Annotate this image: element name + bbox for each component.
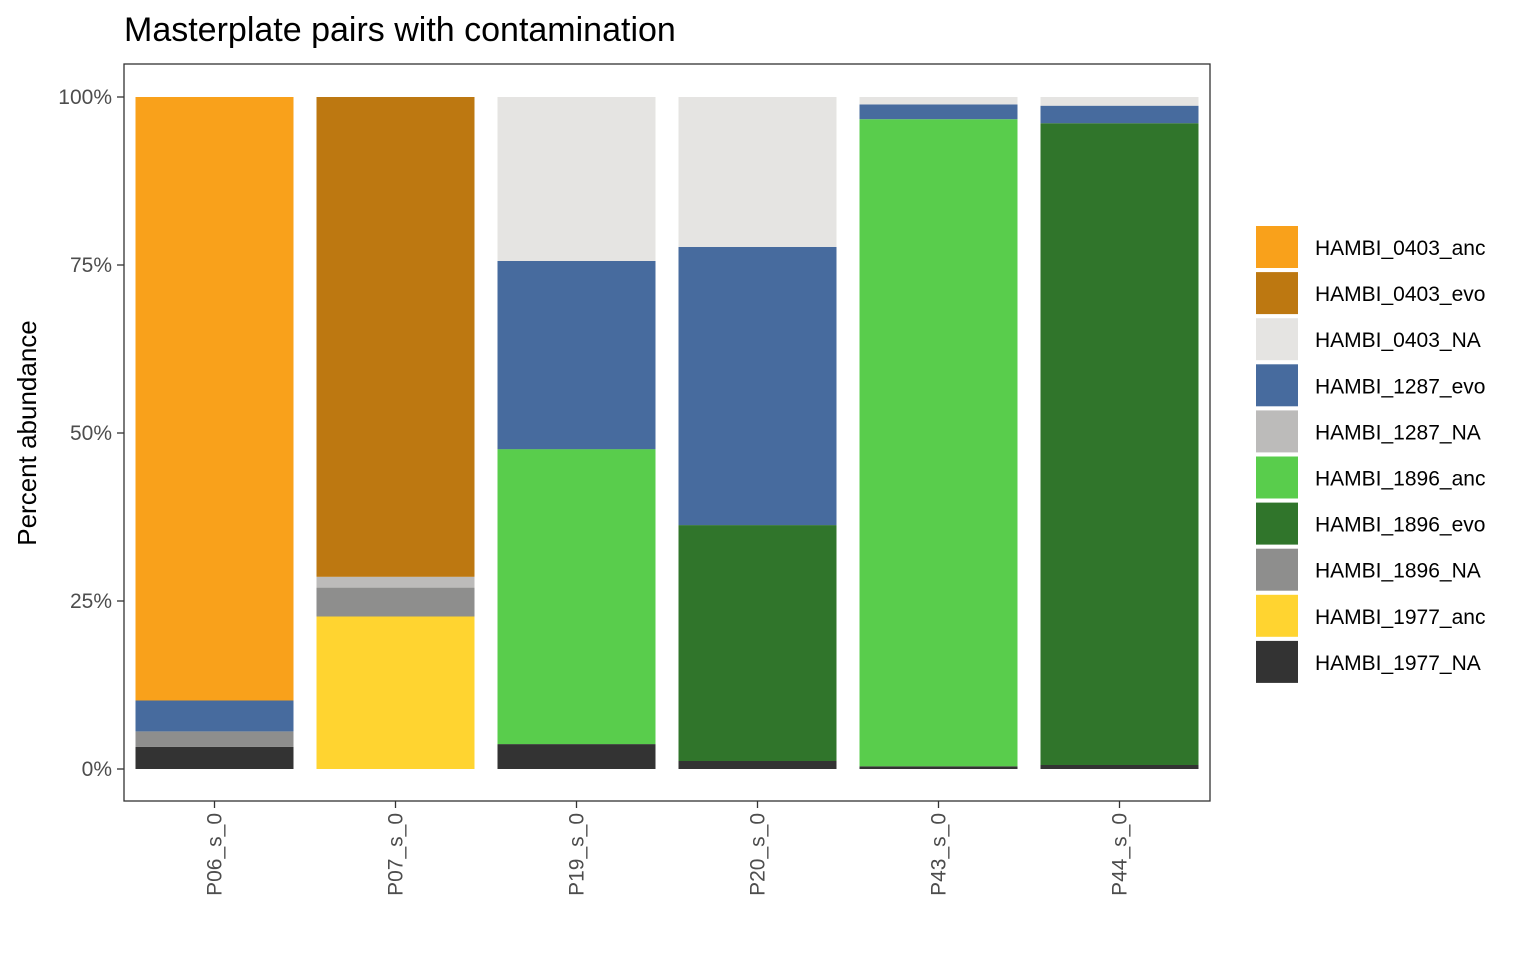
- bar-segment-p06-s-0-hambi-1896-na: [135, 731, 294, 747]
- bar-segment-p19-s-0-hambi-0403-na: [497, 97, 656, 261]
- legend-label-hambi-1977-anc: HAMBI_1977_anc: [1315, 606, 1485, 629]
- legend-label-hambi-0403-evo: HAMBI_0403_evo: [1315, 283, 1485, 306]
- legend-key-hambi-0403-anc: [1256, 226, 1298, 268]
- bar-segment-p19-s-0-hambi-1287-evo: [497, 261, 656, 450]
- legend-key-hambi-1977-na: [1256, 640, 1298, 683]
- bar-segment-p06-s-0-hambi-1977-na: [135, 746, 294, 769]
- bar-segment-p20-s-0-hambi-0403-na: [678, 97, 837, 247]
- legend-label-hambi-1896-anc: HAMBI_1896_anc: [1315, 468, 1485, 491]
- bar-segment-p44-s-0-hambi-1977-na: [1040, 765, 1199, 769]
- x-tick-label: P06_s_0: [204, 813, 227, 896]
- x-tick-label: P43_s_0: [928, 813, 951, 896]
- y-tick-label: 50%: [70, 422, 112, 445]
- bar-segment-p07-s-0-hambi-1287-na: [316, 576, 475, 588]
- legend-label-hambi-1896-na: HAMBI_1896_NA: [1315, 560, 1481, 583]
- legend-key-hambi-1287-na: [1256, 410, 1298, 453]
- legend-key-hambi-1896-evo: [1256, 502, 1298, 545]
- bar-segment-p20-s-0-hambi-1977-na: [678, 760, 837, 769]
- legend-key-hambi-1287-evo: [1256, 364, 1298, 407]
- bar-segment-p07-s-0-hambi-1896-na: [316, 587, 475, 617]
- bar-segment-p19-s-0-hambi-1977-na: [497, 744, 656, 769]
- x-tick-label: P07_s_0: [385, 813, 408, 896]
- legend-label-hambi-1977-na: HAMBI_1977_NA: [1315, 652, 1481, 675]
- x-tick-label: P20_s_0: [747, 813, 770, 896]
- bar-segment-p20-s-0-hambi-1896-evo: [678, 525, 837, 761]
- bar-segment-p06-s-0-hambi-0403-anc: [135, 97, 294, 701]
- bar-segment-p44-s-0-hambi-1896-evo: [1040, 123, 1199, 765]
- legend-label-hambi-1287-na: HAMBI_1287_NA: [1315, 421, 1481, 444]
- y-tick-label: 0%: [82, 758, 112, 781]
- bar-segment-p43-s-0-hambi-1896-anc: [859, 119, 1018, 767]
- bar-segment-p19-s-0-hambi-1896-anc: [497, 449, 656, 745]
- x-tick-label: P44_s_0: [1109, 813, 1132, 896]
- legend-key-hambi-1977-anc: [1256, 594, 1298, 637]
- y-tick-label: 100%: [58, 86, 112, 109]
- bar-segment-p20-s-0-hambi-1287-evo: [678, 246, 837, 526]
- bar-segment-p43-s-0-hambi-1287-evo: [859, 104, 1018, 120]
- legend-label-hambi-1287-evo: HAMBI_1287_evo: [1315, 375, 1485, 398]
- bar-segment-p44-s-0-hambi-1287-evo: [1040, 105, 1199, 124]
- chart-title: Masterplate pairs with contamination: [124, 11, 676, 49]
- bar-segment-p43-s-0-hambi-1977-na: [859, 766, 1018, 769]
- y-tick-label: 25%: [70, 590, 112, 613]
- bar-segment-p43-s-0-hambi-0403-na: [859, 97, 1018, 105]
- legend-label-hambi-1896-evo: HAMBI_1896_evo: [1315, 514, 1485, 537]
- bars-layer: [135, 97, 1199, 769]
- legend-key-hambi-1896-anc: [1256, 456, 1298, 499]
- legend-label-hambi-0403-na: HAMBI_0403_NA: [1315, 329, 1481, 352]
- legend: HAMBI_0403_anc HAMBI_0403_evo HAMBI_0403_N…: [1256, 226, 1485, 683]
- bar-segment-p07-s-0-hambi-1977-anc: [316, 616, 475, 769]
- legend-key-hambi-1896-na: [1256, 548, 1298, 591]
- bar-segment-p44-s-0-hambi-0403-na: [1040, 97, 1199, 106]
- x-tick-label: P19_s_0: [566, 813, 589, 896]
- bar-segment-p07-s-0-hambi-0403-evo: [316, 97, 475, 577]
- legend-key-hambi-0403-na: [1256, 318, 1298, 361]
- y-axis-label: Percent abundance: [12, 320, 42, 546]
- legend-key-hambi-0403-evo: [1256, 272, 1298, 315]
- legend-label-hambi-0403-anc: HAMBI_0403_anc: [1315, 237, 1485, 260]
- axes-layer: 0% 25% 50% 75% 100% P06_s_0 P07_s_0 P19_s_0 P20_…: [58, 86, 1131, 896]
- y-tick-label: 75%: [70, 254, 112, 277]
- bar-segment-p06-s-0-hambi-1287-evo: [135, 700, 294, 732]
